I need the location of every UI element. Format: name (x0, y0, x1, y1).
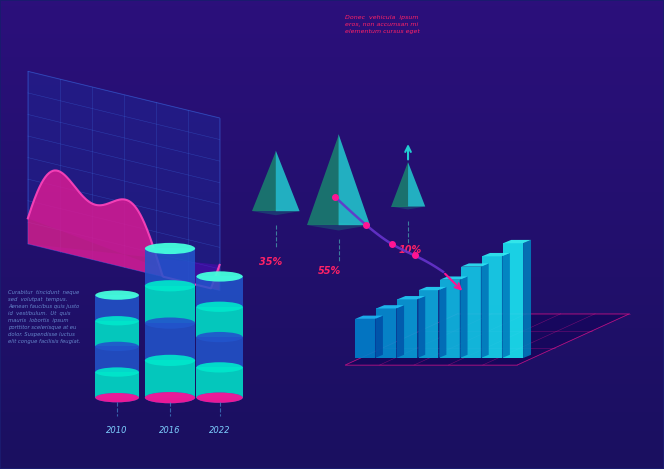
Polygon shape (355, 319, 375, 358)
Polygon shape (276, 151, 299, 211)
Polygon shape (398, 296, 425, 299)
Polygon shape (307, 222, 370, 230)
Polygon shape (197, 367, 243, 398)
Polygon shape (391, 162, 408, 206)
Text: 2022: 2022 (209, 426, 230, 435)
Ellipse shape (197, 332, 243, 342)
Ellipse shape (145, 392, 195, 403)
Ellipse shape (95, 316, 139, 325)
Ellipse shape (95, 393, 139, 402)
Polygon shape (396, 305, 404, 358)
Polygon shape (417, 296, 425, 358)
Polygon shape (375, 316, 383, 358)
Polygon shape (418, 290, 438, 358)
Ellipse shape (197, 362, 243, 372)
Polygon shape (523, 240, 531, 358)
Polygon shape (197, 337, 243, 367)
Ellipse shape (145, 243, 195, 254)
Polygon shape (95, 372, 139, 398)
Polygon shape (252, 151, 276, 211)
Polygon shape (252, 209, 299, 215)
Ellipse shape (145, 392, 195, 403)
Polygon shape (197, 276, 243, 307)
Polygon shape (391, 205, 425, 210)
Polygon shape (481, 264, 489, 358)
Ellipse shape (145, 318, 195, 329)
Text: 35%: 35% (259, 257, 282, 267)
Polygon shape (482, 253, 510, 256)
Ellipse shape (197, 272, 243, 281)
Polygon shape (398, 299, 417, 358)
Polygon shape (418, 287, 446, 290)
Polygon shape (440, 276, 467, 280)
Polygon shape (28, 170, 220, 290)
Text: Curabitur  tincidunt  neque
sed  volutpat  tempus.
Aenean faucibus quis justo
id: Curabitur tincidunt neque sed volutpat t… (8, 290, 80, 344)
Polygon shape (408, 162, 425, 206)
Polygon shape (440, 280, 459, 358)
Ellipse shape (95, 290, 139, 300)
Polygon shape (307, 134, 339, 225)
Ellipse shape (95, 393, 139, 402)
Polygon shape (339, 134, 370, 225)
Ellipse shape (197, 393, 243, 403)
Polygon shape (95, 321, 139, 347)
Polygon shape (461, 264, 489, 267)
Text: 55%: 55% (317, 266, 341, 276)
Polygon shape (145, 360, 195, 398)
Text: Donec  vehicula  ipsum
eros, non accumsan mi
elementum cursus eget: Donec vehicula ipsum eros, non accumsan … (345, 15, 420, 34)
Polygon shape (28, 71, 220, 290)
Polygon shape (376, 309, 396, 358)
Ellipse shape (197, 302, 243, 312)
Ellipse shape (145, 280, 195, 291)
Polygon shape (503, 240, 531, 243)
Polygon shape (145, 286, 195, 323)
Polygon shape (145, 323, 195, 360)
Text: 2016: 2016 (159, 426, 181, 435)
Polygon shape (197, 307, 243, 337)
Polygon shape (461, 267, 481, 358)
Polygon shape (502, 253, 510, 358)
Polygon shape (145, 249, 195, 286)
Polygon shape (345, 314, 629, 365)
Polygon shape (376, 305, 404, 309)
Polygon shape (459, 276, 467, 358)
Ellipse shape (95, 342, 139, 351)
Ellipse shape (145, 355, 195, 366)
Text: 10%: 10% (398, 245, 422, 255)
Text: 2010: 2010 (106, 426, 128, 435)
Polygon shape (28, 170, 220, 290)
Polygon shape (503, 243, 523, 358)
Polygon shape (438, 287, 446, 358)
Polygon shape (95, 347, 139, 372)
Polygon shape (482, 256, 502, 358)
Ellipse shape (197, 393, 243, 403)
Polygon shape (355, 316, 383, 319)
Polygon shape (95, 295, 139, 321)
Ellipse shape (95, 367, 139, 377)
